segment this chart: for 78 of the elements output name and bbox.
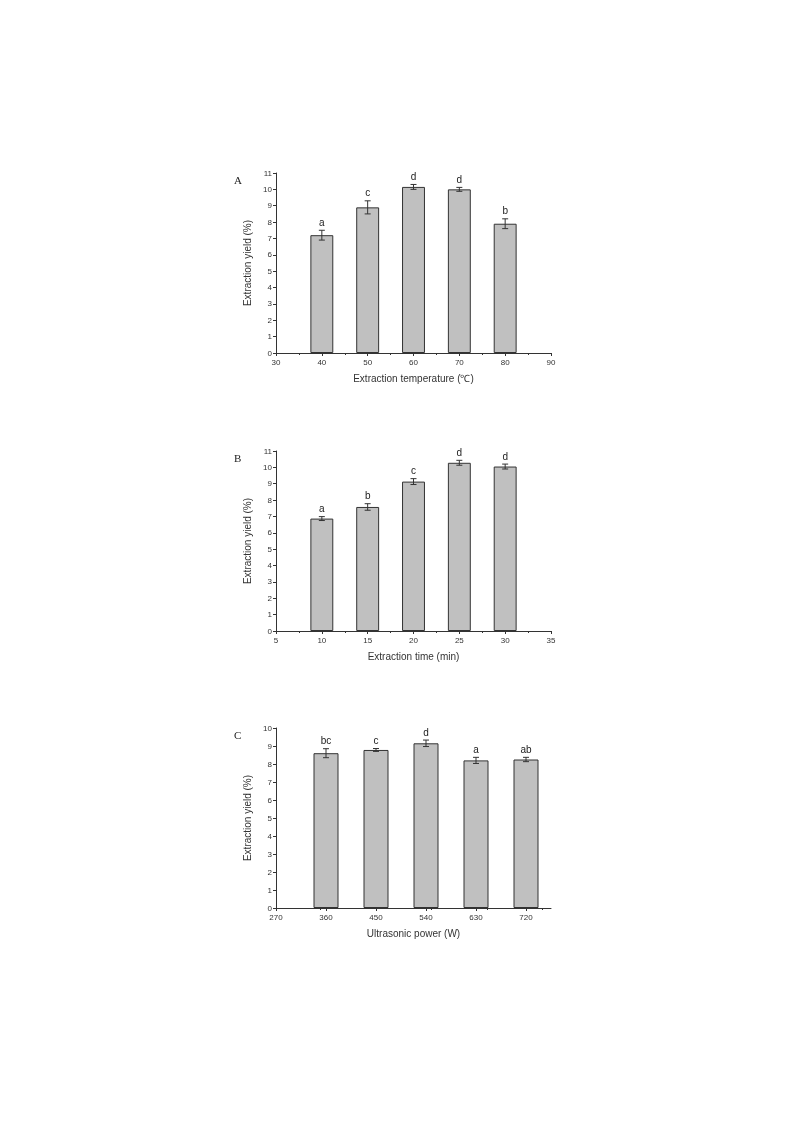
annotation: d bbox=[423, 726, 429, 738]
annotation: c bbox=[411, 465, 416, 477]
y-tick-label: 10 bbox=[263, 462, 273, 472]
x-tick-label: 25 bbox=[454, 635, 465, 645]
chart-title: A bbox=[234, 173, 242, 186]
annotation: c bbox=[373, 735, 379, 747]
y-tick-label: 4 bbox=[267, 561, 273, 571]
y-tick-label: 0 bbox=[267, 626, 273, 636]
x-tick-label: 10 bbox=[317, 635, 327, 645]
y-tick-label: 9 bbox=[267, 741, 273, 751]
y-tick-label: 5 bbox=[267, 544, 273, 554]
y-tick-label: 3 bbox=[267, 577, 273, 587]
y-tick-label: 8 bbox=[267, 217, 273, 227]
annotation: b bbox=[502, 205, 509, 217]
x-tick-label: 60 bbox=[409, 357, 419, 367]
x-tick-label: 50 bbox=[363, 357, 373, 367]
annotation: a bbox=[319, 503, 326, 515]
y-tick-label: 4 bbox=[267, 283, 273, 293]
x-axis-title: Extraction time (min) bbox=[367, 650, 460, 662]
annotation: c bbox=[365, 187, 371, 199]
annotation: d bbox=[410, 170, 417, 182]
y-axis-title: Extraction yield (%) bbox=[241, 497, 253, 585]
y-tick-label: 3 bbox=[267, 849, 273, 859]
annotation: d bbox=[456, 446, 463, 458]
x-tick-label: 20 bbox=[409, 635, 419, 645]
y-tick-label: 5 bbox=[267, 813, 273, 823]
annotation: d bbox=[502, 450, 508, 462]
chart-title: C bbox=[234, 728, 242, 741]
y-tick-label: 8 bbox=[267, 759, 273, 769]
x-tick-label: 360 bbox=[319, 912, 334, 922]
y-tick-label: 6 bbox=[267, 528, 273, 538]
y-tick-label: 9 bbox=[267, 201, 273, 211]
y-axis-title: Extraction yield (%) bbox=[241, 219, 253, 307]
y-tick-label: 0 bbox=[267, 903, 273, 913]
y-tick-label: 4 bbox=[267, 831, 273, 841]
x-tick-label: 720 bbox=[519, 912, 534, 922]
y-tick-label: 1 bbox=[267, 610, 273, 620]
annotation: ab bbox=[520, 743, 532, 755]
y-tick-label: 2 bbox=[267, 315, 273, 325]
y-tick-label: 8 bbox=[267, 495, 273, 505]
y-tick-label: 3 bbox=[267, 299, 273, 309]
y-tick-label: 7 bbox=[267, 511, 273, 521]
y-tick-label: 11 bbox=[263, 168, 273, 178]
y-tick-label: 0 bbox=[267, 348, 273, 358]
y-tick-label: 10 bbox=[263, 723, 273, 733]
x-tick-label: 630 bbox=[469, 912, 484, 922]
annotation: a bbox=[319, 216, 326, 228]
annotation: bc bbox=[320, 735, 332, 747]
x-tick-label: 30 bbox=[500, 635, 511, 645]
annotation: b bbox=[364, 490, 371, 502]
y-tick-label: 7 bbox=[267, 233, 273, 243]
x-tick-label: 40 bbox=[317, 357, 327, 367]
x-tick-label: 450 bbox=[369, 912, 384, 922]
y-tick-label: 1 bbox=[267, 885, 273, 895]
x-tick-label: 540 bbox=[419, 912, 434, 922]
y-tick-label: 10 bbox=[263, 184, 273, 194]
y-tick-label: 2 bbox=[267, 593, 273, 603]
x-tick-label: 30 bbox=[271, 357, 281, 367]
y-tick-label: 9 bbox=[267, 479, 273, 489]
annotation: d bbox=[456, 173, 463, 185]
x-axis-title: Ultrasonic power (W) bbox=[366, 927, 461, 939]
y-tick-label: 6 bbox=[267, 250, 273, 260]
x-tick-label: 15 bbox=[363, 635, 373, 645]
y-axis-title: Extraction yield (%) bbox=[241, 774, 253, 862]
y-tick-label: 11 bbox=[263, 446, 273, 456]
y-tick-label: 2 bbox=[267, 867, 273, 877]
y-tick-label: 1 bbox=[267, 332, 273, 342]
chart-title: B bbox=[234, 451, 242, 464]
x-tick-label: 90 bbox=[546, 357, 556, 367]
y-tick-label: 6 bbox=[267, 795, 273, 805]
y-tick-label: 5 bbox=[267, 266, 273, 276]
x-tick-label: 270 bbox=[269, 912, 284, 922]
x-tick-label: 80 bbox=[500, 357, 511, 367]
annotation: a bbox=[473, 743, 480, 755]
x-axis-title: Extraction temperature (℃) bbox=[353, 372, 474, 384]
y-tick-label: 7 bbox=[267, 777, 273, 787]
x-tick-label: 70 bbox=[454, 357, 465, 367]
x-tick-label: 35 bbox=[546, 635, 556, 645]
